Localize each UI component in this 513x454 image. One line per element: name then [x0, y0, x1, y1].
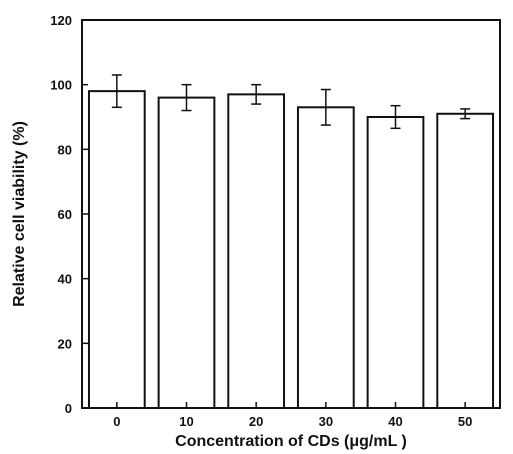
bar-10 [157, 96, 216, 409]
y-tick-label: 80 [58, 142, 72, 157]
y-axis-ticks: 0 20 40 60 80 100 120 [50, 13, 88, 416]
y-tick-label: 0 [65, 401, 72, 416]
x-tick-label: 40 [388, 414, 402, 429]
error-bar-40 [390, 104, 401, 130]
error-bar-20 [251, 83, 262, 105]
y-tick-label: 100 [50, 78, 72, 93]
bars-group [87, 90, 495, 410]
bar-40 [366, 116, 425, 409]
bar-30 [296, 106, 355, 410]
error-bars-group [111, 74, 471, 130]
y-axis-title: Relative cell viability (%) [11, 121, 28, 307]
y-tick-label: 60 [58, 207, 72, 222]
error-bar-30 [320, 88, 331, 126]
y-tick-label: 40 [58, 272, 72, 287]
error-bar-50 [460, 108, 471, 120]
x-axis-title: Concentration of CDs (μg/mL ) [175, 433, 407, 450]
x-tick-label: 30 [319, 414, 333, 429]
plot-frame [81, 19, 501, 409]
bar-0 [87, 90, 146, 409]
error-bar-10 [181, 83, 192, 112]
y-tick-label: 20 [58, 336, 72, 351]
x-tick-label: 20 [249, 414, 263, 429]
x-tick-label: 10 [179, 414, 193, 429]
x-axis-ticks: 0 10 20 30 40 50 [113, 402, 472, 429]
x-tick-label: 50 [458, 414, 472, 429]
bar-20 [227, 93, 286, 409]
y-tick-label: 120 [50, 13, 72, 28]
error-bar-0 [111, 74, 122, 109]
bar-50 [436, 112, 495, 410]
x-tick-label: 0 [113, 414, 120, 429]
